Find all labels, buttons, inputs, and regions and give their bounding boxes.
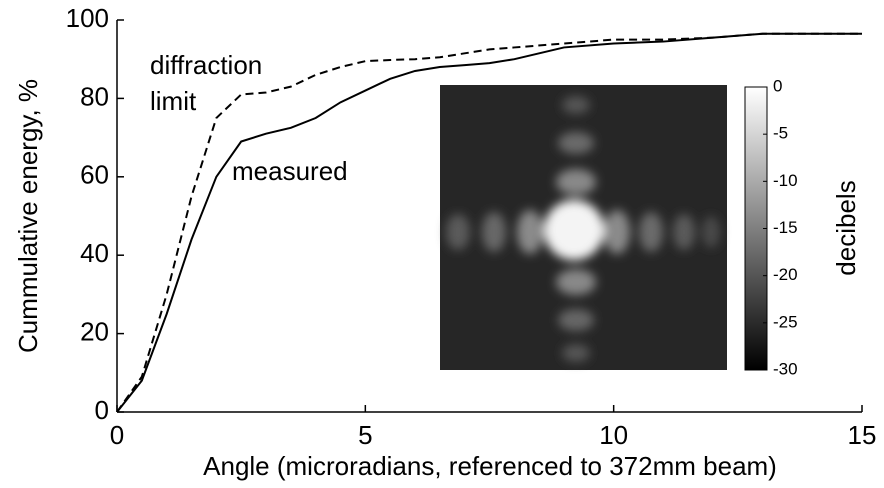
annotation: limit: [150, 86, 197, 116]
y-tick-label: 0: [95, 395, 109, 425]
y-axis-label: Cummulative energy, %: [13, 79, 43, 353]
colorbar-tick-label: -10: [773, 171, 798, 190]
x-tick-label: 5: [358, 420, 372, 450]
colorbar-tick-label: -20: [773, 265, 798, 284]
y-tick-label: 40: [80, 238, 109, 268]
inset-image: [440, 85, 727, 370]
y-tick-label: 80: [80, 81, 109, 111]
chart: Cummulative energy, % Angle (microradian…: [0, 0, 884, 488]
y-tick-label: 100: [66, 3, 109, 33]
colorbar-tick-label: -25: [773, 312, 798, 331]
colorbar-tick-label: -30: [773, 359, 798, 378]
x-tick-label: 10: [599, 420, 628, 450]
colorbar-tick-label: -15: [773, 218, 798, 237]
annotation: measured: [232, 156, 348, 186]
y-tick-label: 60: [80, 160, 109, 190]
colorbar-tick-label: -5: [773, 124, 788, 143]
colorbar-tick-label: 0: [773, 76, 782, 95]
annotation: diffraction: [150, 50, 262, 80]
x-tick-label: 15: [848, 420, 877, 450]
x-tick-label: 0: [110, 420, 124, 450]
y-tick-label: 20: [80, 316, 109, 346]
colorbar-label: decibels: [831, 180, 861, 275]
x-axis-label: Angle (microradians, referenced to 372mm…: [203, 451, 777, 481]
